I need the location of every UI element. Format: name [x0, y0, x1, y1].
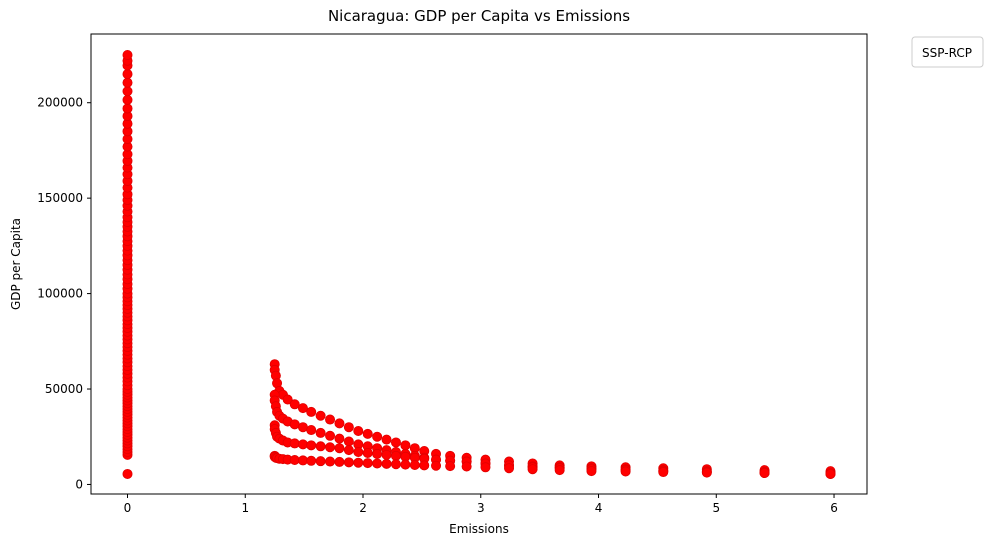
data-point — [297, 455, 308, 466]
data-point — [334, 433, 345, 444]
data-point — [122, 468, 133, 479]
data-point — [372, 431, 383, 442]
y-axis-label: GDP per Capita — [9, 218, 23, 310]
data-point — [325, 414, 336, 425]
data-point — [122, 77, 133, 88]
data-point — [122, 86, 133, 97]
x-axis: 0 1 2 3 4 5 6 — [124, 494, 838, 515]
data-point — [343, 422, 354, 433]
data-point — [122, 94, 133, 105]
data-point — [353, 457, 364, 468]
data-point — [343, 445, 354, 456]
data-point — [372, 448, 383, 459]
data-point — [419, 460, 430, 471]
y-tick-label: 50000 — [45, 382, 83, 396]
data-point — [658, 467, 669, 478]
data-point — [620, 466, 631, 477]
y-tick-label: 100000 — [37, 287, 83, 301]
data-point — [343, 436, 354, 447]
x-tick-label: 0 — [124, 501, 132, 515]
data-point — [289, 399, 300, 410]
data-point — [445, 461, 456, 472]
data-point — [122, 103, 133, 114]
y-tick-label: 200000 — [37, 96, 83, 110]
y-tick-label: 150000 — [37, 191, 83, 205]
data-point — [325, 456, 336, 467]
data-point — [400, 440, 411, 451]
data-point — [297, 439, 308, 450]
data-point — [306, 440, 317, 451]
data-point — [390, 437, 401, 448]
data-point — [315, 410, 326, 421]
data-point — [122, 69, 133, 80]
legend-box — [911, 36, 984, 68]
data-point — [461, 461, 472, 472]
data-point — [400, 459, 411, 470]
data-point — [282, 394, 293, 405]
data-point — [759, 467, 770, 478]
data-point — [390, 459, 401, 470]
data-point — [381, 449, 392, 460]
data-point — [381, 434, 392, 445]
data-point — [527, 464, 538, 475]
data-point — [315, 427, 326, 438]
x-tick-label: 2 — [359, 501, 367, 515]
data-point — [334, 443, 345, 454]
legend[interactable]: SSP-RCP — [911, 36, 984, 68]
data-point — [343, 457, 354, 468]
data-point — [431, 460, 442, 471]
data-point — [306, 455, 317, 466]
legend-title: SSP-RCP — [922, 46, 972, 60]
data-point — [297, 422, 308, 433]
points-layer — [122, 50, 836, 479]
data-point — [306, 406, 317, 417]
x-tick-label: 5 — [712, 501, 720, 515]
plot-frame — [90, 33, 868, 495]
data-point — [289, 438, 300, 449]
data-point — [362, 447, 373, 458]
data-point — [306, 425, 317, 436]
data-point — [362, 428, 373, 439]
data-point — [353, 426, 364, 437]
data-point — [122, 50, 133, 61]
x-tick-label: 3 — [477, 501, 485, 515]
data-point — [390, 450, 401, 461]
x-axis-label: Emissions — [449, 522, 509, 536]
data-point — [289, 419, 300, 430]
data-point — [315, 456, 326, 467]
data-point — [289, 455, 300, 466]
y-tick-label: 0 — [75, 477, 83, 491]
x-tick-label: 1 — [241, 501, 249, 515]
data-point — [334, 418, 345, 429]
data-point — [825, 468, 836, 479]
data-point — [586, 466, 597, 477]
data-point — [325, 430, 336, 441]
x-tick-label: 6 — [830, 501, 838, 515]
data-point — [334, 456, 345, 467]
data-point — [372, 458, 383, 469]
chart-title: Nicaragua: GDP per Capita vs Emissions — [328, 7, 630, 25]
data-point — [381, 458, 392, 469]
data-point — [353, 447, 364, 458]
data-point — [554, 465, 565, 476]
data-point — [504, 463, 515, 474]
data-point — [325, 442, 336, 453]
data-point — [701, 467, 712, 478]
data-point — [315, 441, 326, 452]
x-tick-label: 4 — [595, 501, 603, 515]
data-point — [362, 458, 373, 469]
y-axis: 0 50000 100000 150000 200000 — [37, 96, 91, 491]
data-point — [480, 462, 491, 473]
data-point — [297, 403, 308, 414]
data-point — [409, 459, 420, 470]
